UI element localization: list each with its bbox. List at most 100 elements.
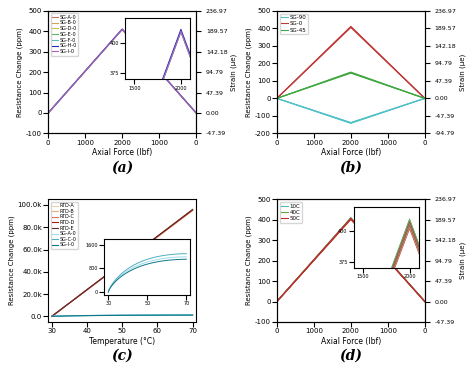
RTD-C	[86, 286, 92, 290]
Line: RTD-C: RTD-C	[52, 210, 192, 316]
SG-F-0	[73, 79, 79, 84]
RTD-D	[49, 314, 55, 319]
SG-90	[274, 96, 280, 101]
SG-H-0	[119, 27, 125, 31]
Text: (b): (b)	[339, 160, 362, 174]
Legend: SG-90, SG-0, SG-45: SG-90, SG-0, SG-45	[280, 13, 308, 34]
SG-H-0	[193, 111, 199, 115]
Text: (a): (a)	[111, 160, 133, 174]
RTD-A	[178, 217, 183, 222]
SG-C-0	[55, 314, 60, 319]
Y-axis label: Strain (μe): Strain (μe)	[459, 53, 465, 91]
SG-0	[410, 85, 416, 89]
RTD-A	[182, 214, 188, 218]
RTD-C	[75, 294, 81, 299]
RTD-B	[182, 213, 188, 218]
SG-H-0	[73, 79, 79, 84]
10C	[274, 299, 280, 304]
SG-D-0	[182, 97, 187, 102]
RTD-A	[190, 209, 195, 213]
50C	[280, 292, 286, 297]
SG-D-0	[51, 104, 57, 109]
10C	[301, 268, 307, 273]
RTD-E	[75, 294, 81, 299]
RTD-C	[182, 213, 188, 218]
SG-I-0	[55, 101, 60, 105]
SG-I-0	[46, 111, 51, 115]
Line: SG-45: SG-45	[277, 73, 425, 98]
Line: SG-I-0: SG-I-0	[52, 315, 192, 316]
SG-F-0	[193, 111, 199, 115]
SG-I-0	[49, 314, 55, 319]
SG-F-0	[119, 27, 125, 32]
RTD-D	[86, 286, 92, 290]
RTD-D	[178, 217, 183, 221]
SG-I-0	[73, 79, 79, 84]
SG-90	[348, 120, 354, 125]
SG-90	[283, 99, 289, 104]
40C	[274, 299, 280, 304]
10C	[410, 286, 416, 290]
RTD-B	[75, 294, 81, 299]
SG-B-0	[51, 104, 57, 109]
Y-axis label: Resistance Change (ppm): Resistance Change (ppm)	[246, 27, 252, 117]
40C	[283, 289, 289, 294]
SG-A-0	[55, 314, 60, 319]
X-axis label: Axial Force (lbf): Axial Force (lbf)	[321, 148, 381, 157]
SG-C-0	[49, 314, 55, 319]
SG-I-0	[51, 104, 57, 109]
SG-I-0	[55, 314, 60, 319]
RTD-C	[55, 310, 60, 314]
SG-F-0	[51, 104, 57, 109]
SG-A-0	[178, 313, 183, 317]
SG-F-0	[46, 111, 51, 115]
RTD-E	[178, 216, 183, 221]
SG-E-0	[55, 101, 60, 105]
X-axis label: Temperature (°C): Temperature (°C)	[89, 337, 155, 346]
SG-B-0	[46, 111, 51, 115]
SG-90	[301, 105, 307, 110]
SG-A-0	[190, 313, 195, 317]
Line: SG-A-0: SG-A-0	[52, 315, 192, 316]
50C	[410, 286, 416, 291]
SG-E-0	[73, 79, 79, 84]
SG-F-0	[187, 103, 192, 107]
SG-D-0	[187, 103, 192, 107]
SG-A-0	[55, 101, 60, 105]
Y-axis label: Strain (μe): Strain (μe)	[459, 242, 465, 279]
RTD-A	[49, 314, 55, 319]
SG-A-0	[182, 97, 187, 102]
SG-45	[301, 87, 307, 91]
Line: SG-C-0: SG-C-0	[52, 315, 192, 316]
SG-I-0	[86, 313, 92, 318]
Line: SG-H-0: SG-H-0	[48, 29, 196, 113]
10C	[415, 292, 421, 296]
40C	[422, 299, 428, 304]
SG-45	[422, 96, 428, 101]
SG-I-0	[75, 314, 81, 318]
RTD-A	[57, 308, 63, 312]
RTD-D	[182, 213, 188, 217]
SG-D-0	[55, 101, 60, 105]
Text: (c): (c)	[111, 349, 133, 363]
50C	[314, 255, 319, 260]
50C	[274, 299, 280, 304]
SG-H-0	[182, 97, 187, 101]
SG-B-0	[182, 97, 187, 102]
SG-90	[314, 109, 319, 114]
SG-I-0	[178, 313, 183, 317]
40C	[348, 216, 354, 221]
RTD-D	[57, 308, 63, 312]
SG-B-0	[193, 111, 199, 115]
SG-A-0	[49, 314, 55, 319]
SG-90	[410, 100, 416, 104]
SG-I-0	[57, 314, 63, 318]
50C	[415, 292, 421, 296]
SG-H-0	[55, 101, 60, 105]
SG-45	[314, 82, 319, 87]
Y-axis label: Resistance Change (ppm): Resistance Change (ppm)	[246, 216, 252, 305]
10C	[314, 255, 319, 259]
RTD-E	[55, 310, 60, 314]
SG-B-0	[73, 79, 79, 84]
Y-axis label: Strain (μe): Strain (μe)	[230, 53, 237, 91]
